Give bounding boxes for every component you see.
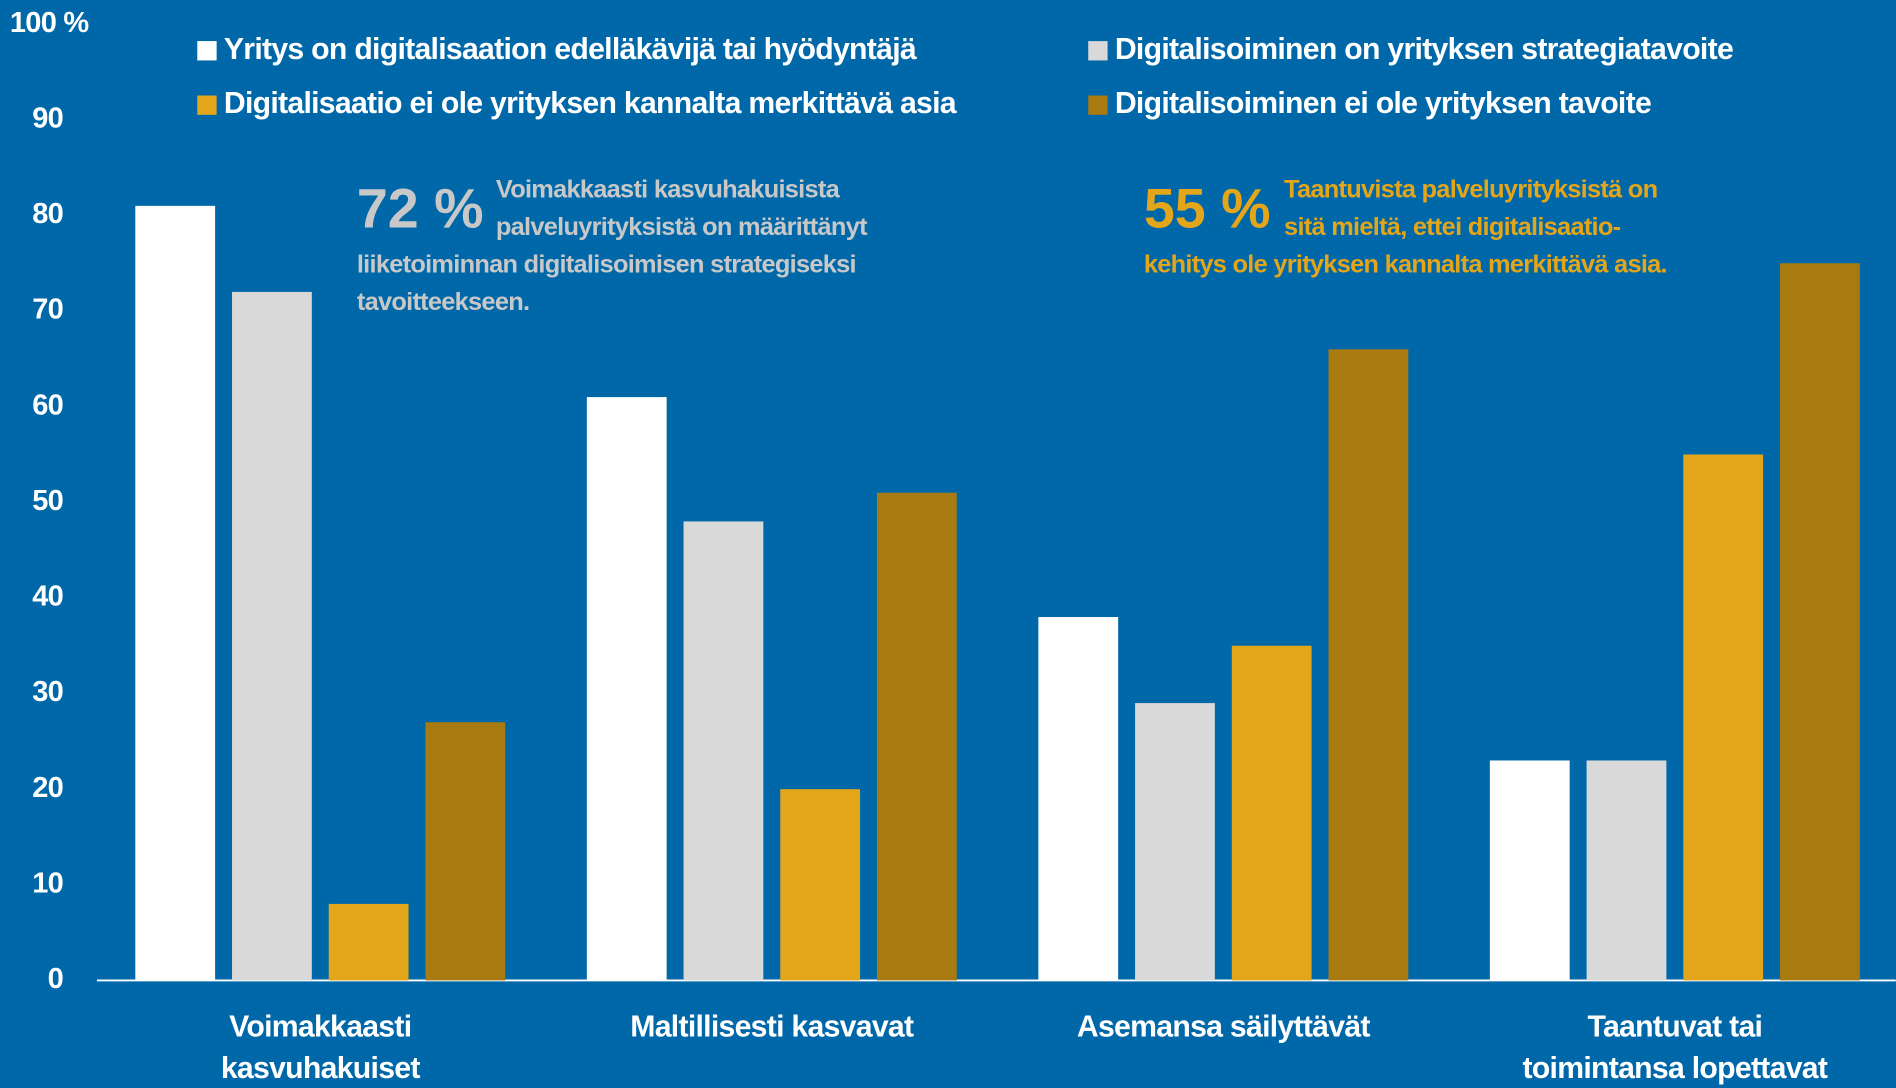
x-tick-label: toimintansa lopettavat (1522, 1052, 1827, 1085)
y-tick-label: 70 (32, 294, 63, 326)
bar (1780, 263, 1860, 981)
y-tick-label: 40 (32, 581, 63, 613)
y-tick-label: 80 (32, 198, 63, 230)
x-tick-label: Taantuvat tai (1587, 1011, 1762, 1044)
y-tick-label: 60 (32, 389, 63, 421)
y-tick-label: 0 (48, 963, 63, 995)
annotation-figure: 72 % (357, 177, 484, 239)
bar (1586, 760, 1667, 981)
annotation-text: kehitys ole yrityksen kannalta merkittäv… (1144, 251, 1667, 279)
bar (1683, 454, 1764, 981)
annotation-text: Taantuvista palveluyrityksistä on (1284, 176, 1657, 204)
annotation-text: Voimakkaasti kasvuhakuisista (496, 176, 841, 204)
x-tick-label: kasvuhakuiset (221, 1052, 421, 1085)
bar (1489, 760, 1570, 981)
bar (135, 205, 216, 981)
legend-label: Yritys on digitalisaation edelläkävijä t… (224, 33, 917, 66)
annotation-text: sitä mieltä, ettei digitalisaatio- (1284, 213, 1621, 241)
x-tick-label: Asemansa säilyttävät (1077, 1011, 1371, 1044)
bar (1135, 703, 1215, 981)
legend-label: Digitalisoiminen ei ole yrityksen tavoit… (1115, 87, 1651, 120)
y-tick-label: 50 (32, 485, 63, 517)
bar (1231, 645, 1312, 981)
bar (232, 291, 312, 981)
bar (876, 492, 957, 981)
bar (780, 789, 861, 981)
y-tick-label: 10 (32, 867, 63, 899)
bar (586, 397, 667, 981)
annotation-figure: 55 % (1144, 177, 1271, 239)
y-tick-label: 90 (32, 102, 63, 134)
legend-swatch (197, 41, 217, 61)
bar (328, 903, 409, 981)
bar (1328, 349, 1409, 981)
bar (1038, 617, 1119, 981)
x-tick-label: Voimakkaasti (229, 1011, 411, 1044)
annotation-text: tavoitteekseen. (357, 288, 529, 316)
y-tick-label: 100 % (10, 7, 90, 39)
legend-swatch (1088, 95, 1108, 115)
y-tick-label: 20 (32, 772, 63, 804)
legend-label: Digitalisoiminen on yrityksen strategiat… (1115, 33, 1733, 66)
annotation-text: palveluyrityksistä on määrittänyt (496, 213, 868, 241)
legend-label: Digitalisaatio ei ole yrityksen kannalta… (224, 87, 957, 120)
bar (683, 521, 764, 981)
legend-swatch (197, 95, 217, 115)
legend-swatch (1088, 41, 1108, 61)
x-tick-label: Maltillisesti kasvavat (630, 1011, 914, 1044)
bar (425, 722, 506, 981)
annotation-text: liiketoiminnan digitalisoimisen strategi… (357, 251, 856, 279)
y-tick-label: 30 (32, 676, 63, 708)
